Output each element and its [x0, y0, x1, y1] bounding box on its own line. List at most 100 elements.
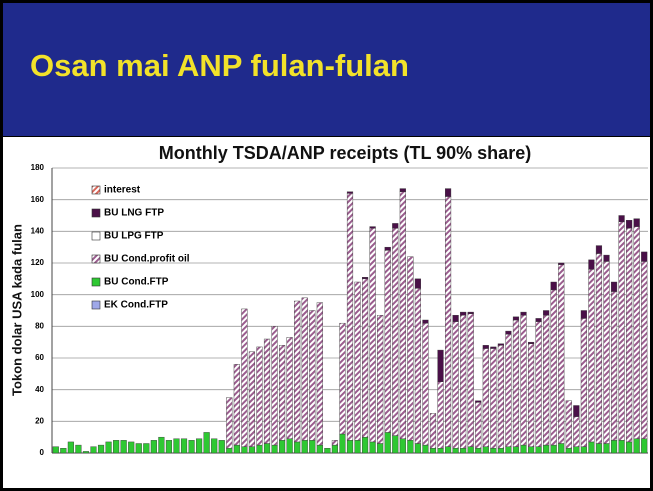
bar-segment	[580, 446, 587, 454]
bar-segment	[437, 349, 444, 382]
bar-segment	[52, 446, 59, 454]
bar-segment	[475, 402, 482, 449]
bar-segment	[633, 438, 640, 454]
bar-segment	[135, 443, 142, 454]
bar-segment	[543, 444, 550, 454]
bar-segment	[445, 188, 452, 197]
bar-segment	[558, 443, 565, 454]
bar-segment	[452, 315, 459, 322]
bar-segment	[580, 318, 587, 447]
bar-segment	[520, 315, 527, 446]
bar-segment	[543, 315, 550, 446]
chart-title: Monthly TSDA/ANP receipts (TL 90% share)	[159, 143, 531, 163]
y-tick-label: 0	[40, 448, 45, 457]
bar-segment	[422, 319, 429, 324]
bar-segment	[520, 444, 527, 454]
bar-segment	[527, 446, 535, 454]
bar-segment	[346, 191, 354, 194]
bar-segment	[550, 444, 557, 454]
bar-segment	[497, 343, 504, 346]
bar-segment	[535, 321, 542, 447]
bar-segment	[316, 444, 323, 454]
bar-segment	[384, 246, 391, 251]
legend-label: EK Cond.FTP	[104, 300, 168, 311]
bar-segment	[490, 448, 497, 454]
bar-segment	[588, 259, 595, 270]
bar-segment	[618, 221, 625, 441]
legend-label: interest	[104, 185, 141, 196]
bar-segment	[248, 351, 255, 447]
bar-segment	[377, 315, 384, 444]
legend-swatch	[91, 300, 101, 310]
bar-segment	[512, 316, 520, 321]
bar-segment	[226, 448, 233, 454]
bar-segment	[482, 348, 489, 447]
legend-label: BU Cond.profit oil	[104, 254, 190, 265]
bar-segment	[294, 300, 301, 443]
bar-segment	[588, 269, 595, 443]
bar-segment	[120, 440, 127, 454]
bar-segment	[452, 321, 459, 449]
bar-segment	[354, 440, 361, 454]
legend-label: BU Cond.FTP	[104, 277, 169, 288]
bar-segment	[263, 443, 271, 454]
bar-segment	[603, 254, 610, 262]
bar-segment	[580, 310, 587, 319]
bar-segment	[248, 446, 255, 454]
bar-segment	[301, 440, 308, 454]
bar-segment	[527, 343, 535, 447]
bar-segment	[113, 440, 120, 454]
bar-segment	[67, 441, 74, 454]
bar-segment	[384, 432, 391, 454]
bar-segment	[460, 311, 467, 316]
bar-segment	[452, 448, 459, 454]
bar-segment	[550, 281, 557, 291]
bar-segment	[324, 448, 331, 454]
bar-segment	[429, 448, 437, 454]
bar-segment	[60, 448, 67, 454]
bar-segment	[143, 443, 150, 454]
y-tick-label: 160	[31, 195, 45, 204]
bar-segment	[490, 346, 497, 349]
bar-segment	[173, 438, 180, 454]
bar-segment	[339, 322, 346, 435]
bar-segment	[346, 193, 354, 441]
y-tick-label: 20	[35, 416, 44, 425]
bar-segment	[165, 440, 173, 454]
bar-segment	[467, 313, 474, 447]
bar-segment	[392, 435, 399, 454]
bar-segment	[316, 302, 323, 446]
bar-segment	[414, 443, 421, 454]
bar-segment	[512, 446, 520, 454]
bar-segment	[520, 311, 527, 316]
bar-segment	[497, 448, 504, 454]
bar-segment	[610, 291, 618, 441]
bar-segment	[527, 341, 535, 344]
bar-segment	[490, 348, 497, 449]
bar-segment	[233, 364, 240, 446]
bar-segment	[392, 223, 399, 229]
bar-segment	[505, 334, 512, 447]
bar-segment	[512, 319, 520, 447]
bar-segment	[505, 446, 512, 454]
bar-segment	[641, 261, 648, 439]
bar-segment	[399, 438, 406, 454]
bar-segment	[279, 345, 286, 441]
bar-segment	[535, 446, 542, 454]
bar-segment	[414, 278, 421, 289]
bar-segment	[362, 436, 369, 454]
bar-segment	[565, 448, 572, 454]
bar-segment	[339, 433, 346, 454]
bar-segment	[309, 440, 316, 454]
bar-segment	[595, 253, 603, 444]
bar-segment	[407, 440, 414, 454]
bar-segment	[558, 264, 565, 444]
bar-segment	[595, 245, 603, 254]
bar-segment	[309, 310, 316, 441]
bar-segment	[422, 322, 429, 446]
bar-segment	[505, 330, 512, 335]
y-axis-label: Tokon dolar USA kada fulan	[9, 224, 24, 396]
bar-segment	[543, 310, 550, 316]
bar-segment	[399, 188, 406, 192]
